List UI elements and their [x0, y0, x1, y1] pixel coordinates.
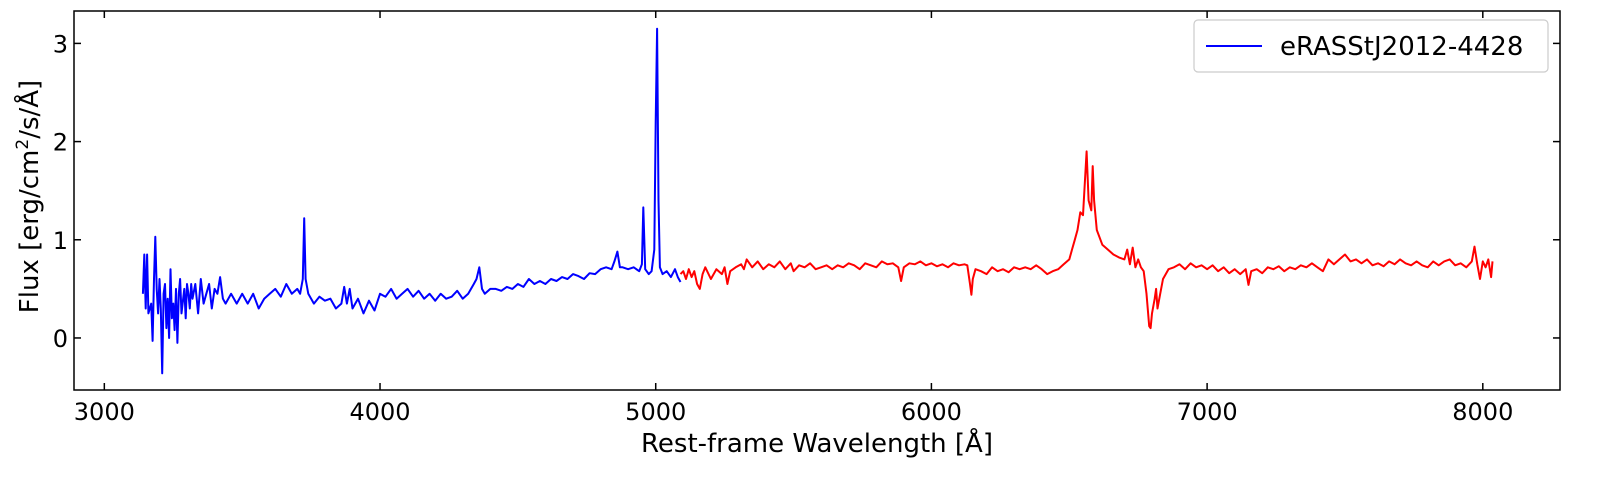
x-tick-label: 5000	[625, 398, 686, 426]
y-axis: 0 1 2 3	[53, 30, 1560, 353]
x-tick-label: 8000	[1452, 398, 1513, 426]
y-axis-label-superscript: 2	[13, 139, 33, 150]
legend: eRASStJ2012-4428	[1193, 19, 1549, 73]
y-tick-label: 3	[53, 30, 68, 58]
y-tick-label: 2	[53, 129, 68, 157]
x-axis: 3000 4000 5000 6000 7000 8000	[74, 11, 1513, 426]
x-axis-label: Rest-frame Wavelength [Å]	[641, 427, 993, 459]
y-axis-label-main: Flux [erg/cm	[15, 150, 45, 314]
x-tick-label: 6000	[901, 398, 962, 426]
plot-frame	[73, 10, 1561, 391]
plot-area	[141, 27, 1494, 375]
legend-label: eRASStJ2012-4428	[1280, 32, 1523, 62]
series-line-1	[679, 150, 1494, 330]
x-tick-label: 3000	[74, 398, 135, 426]
series-line-0	[141, 27, 682, 375]
y-axis-label-tail: /s/Å]	[13, 80, 45, 139]
legend-box	[1193, 19, 1549, 73]
x-tick-label: 7000	[1177, 398, 1238, 426]
y-tick-label: 0	[53, 325, 68, 353]
x-tick-label: 4000	[349, 398, 410, 426]
y-tick-label: 1	[53, 227, 68, 255]
y-axis-label: Flux [erg/cm2/s/Å]	[13, 80, 45, 313]
